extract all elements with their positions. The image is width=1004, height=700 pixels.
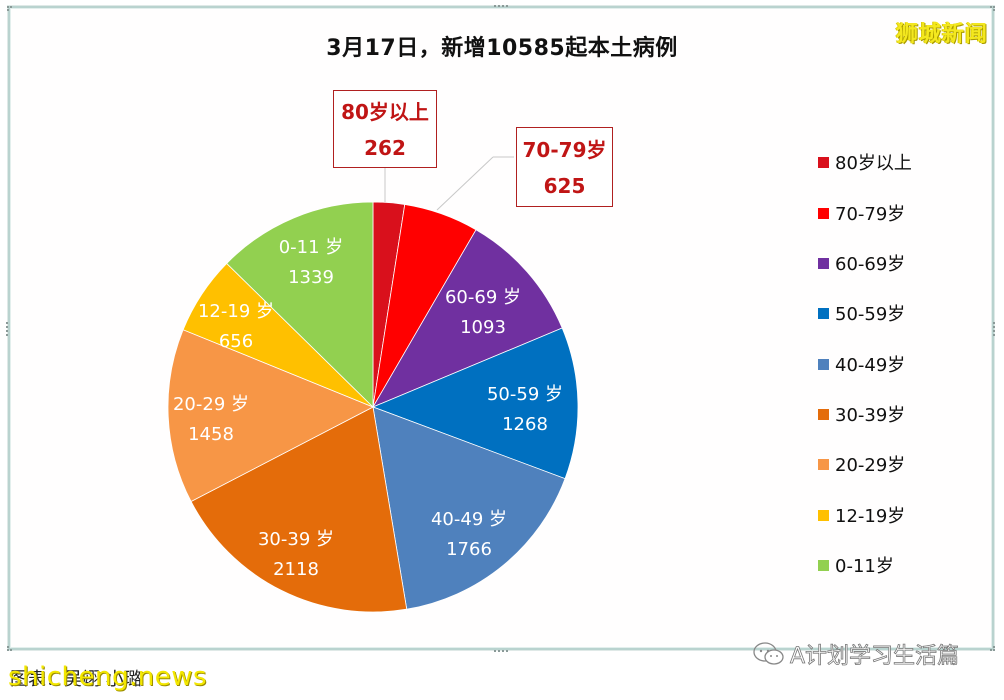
pie-slice[interactable] <box>167 329 374 503</box>
pie-slice[interactable] <box>371 327 579 480</box>
resize-handle-left[interactable] <box>6 322 8 336</box>
slice-label-12-19-value: 656 <box>218 331 254 352</box>
site-watermark: shicheng.news <box>8 662 208 692</box>
legend-label: 40-49岁 <box>835 355 906 376</box>
resize-handle-right[interactable] <box>993 322 995 336</box>
slice-label-0-11-name: 0-11 岁 <box>278 237 344 258</box>
slice-label-12-19-name: 12-19 岁 <box>197 301 275 322</box>
resize-handle-top-right[interactable] <box>990 6 998 14</box>
legend-swatch <box>818 156 829 168</box>
slice-label-12-19: 12-19 岁 656 <box>198 297 274 357</box>
slice-label-50-59: 50-59 岁 1268 <box>487 380 563 440</box>
slice-label-20-29-name: 20-29 岁 <box>172 394 250 415</box>
resize-handle-bottom-right[interactable] <box>990 646 998 654</box>
legend-label: 80岁以上 <box>835 153 912 174</box>
legend-swatch <box>818 307 829 319</box>
legend-label: 20-29岁 <box>835 455 906 476</box>
pie-slices <box>167 201 579 613</box>
slice-label-60-69-value: 1093 <box>460 317 506 338</box>
slice-label-40-49: 40-49 岁 1766 <box>431 505 507 565</box>
pie-slice[interactable] <box>226 201 374 408</box>
legend-item-70-79[interactable]: 70-79岁 <box>818 200 905 226</box>
legend-swatch <box>818 207 829 219</box>
callout-80plus: 80岁以上 262 <box>333 90 437 168</box>
legend-label: 70-79岁 <box>835 204 906 225</box>
legend-swatch <box>818 408 829 420</box>
legend-item-50-59[interactable]: 50-59岁 <box>818 300 905 326</box>
legend-item-30-39[interactable]: 30-39岁 <box>818 401 905 427</box>
resize-handle-top[interactable] <box>494 5 508 7</box>
legend-swatch <box>818 458 829 470</box>
slice-label-40-49-value: 1766 <box>446 539 492 560</box>
legend-swatch <box>818 509 829 521</box>
callout-80plus-label: 80岁以上 <box>341 100 429 124</box>
leader-line-70-79-diag <box>436 156 494 211</box>
legend-label: 60-69岁 <box>835 254 906 275</box>
wechat-watermark: A计划学习生活篇 <box>752 638 959 670</box>
callout-80plus-value: 262 <box>364 136 406 160</box>
legend-item-40-49[interactable]: 40-49岁 <box>818 351 905 377</box>
resize-handle-bottom-left[interactable] <box>7 646 15 654</box>
legend-item-80plus[interactable]: 80岁以上 <box>818 149 912 175</box>
slice-label-50-59-name: 50-59 岁 <box>486 384 564 405</box>
legend-item-20-29[interactable]: 20-29岁 <box>818 451 905 477</box>
slice-label-0-11-value: 1339 <box>288 267 334 288</box>
legend-item-0-11[interactable]: 0-11岁 <box>818 552 894 578</box>
legend-swatch <box>818 358 829 370</box>
slice-label-60-69: 60-69 岁 1093 <box>445 283 521 343</box>
brand-watermark: 狮城新闻 <box>895 22 988 47</box>
slice-label-60-69-name: 60-69 岁 <box>444 287 522 308</box>
slice-label-20-29: 20-29 岁 1458 <box>173 390 249 450</box>
resize-handle-bottom[interactable] <box>494 650 508 652</box>
callout-70-79-value: 625 <box>543 174 586 198</box>
resize-handle-top-left[interactable] <box>7 6 15 14</box>
legend-swatch <box>818 559 829 571</box>
legend-item-12-19[interactable]: 12-19岁 <box>818 502 905 528</box>
slice-label-0-11: 0-11 岁 1339 <box>279 233 344 293</box>
legend-label: 30-39岁 <box>835 405 906 426</box>
pie-slice[interactable] <box>372 406 566 610</box>
slice-label-30-39-value: 2118 <box>273 559 319 580</box>
chart-title: 3月17日，新增10585起本土病例 <box>326 36 678 61</box>
wechat-icon <box>753 642 784 665</box>
callout-70-79: 70-79岁 625 <box>516 127 613 207</box>
slice-label-40-49-name: 40-49 岁 <box>430 509 508 530</box>
slice-label-30-39: 30-39 岁 2118 <box>258 525 334 585</box>
legend-label: 50-59岁 <box>835 304 906 325</box>
legend-label: 12-19岁 <box>835 506 906 527</box>
legend-item-60-69[interactable]: 60-69岁 <box>818 250 905 276</box>
callout-70-79-label: 70-79岁 <box>522 138 607 162</box>
pie-slice[interactable] <box>372 229 563 408</box>
chart-source-credit: 图表：吴翊 小璐 <box>10 669 142 690</box>
pie-slice[interactable] <box>190 406 408 613</box>
legend-label: 0-11岁 <box>835 556 894 577</box>
legend-swatch <box>818 257 829 269</box>
slice-label-30-39-name: 30-39 岁 <box>257 529 335 550</box>
slice-label-20-29-value: 1458 <box>188 424 234 445</box>
slice-label-50-59-value: 1268 <box>502 414 548 435</box>
wechat-account-name: A计划学习生活篇 <box>790 644 960 670</box>
